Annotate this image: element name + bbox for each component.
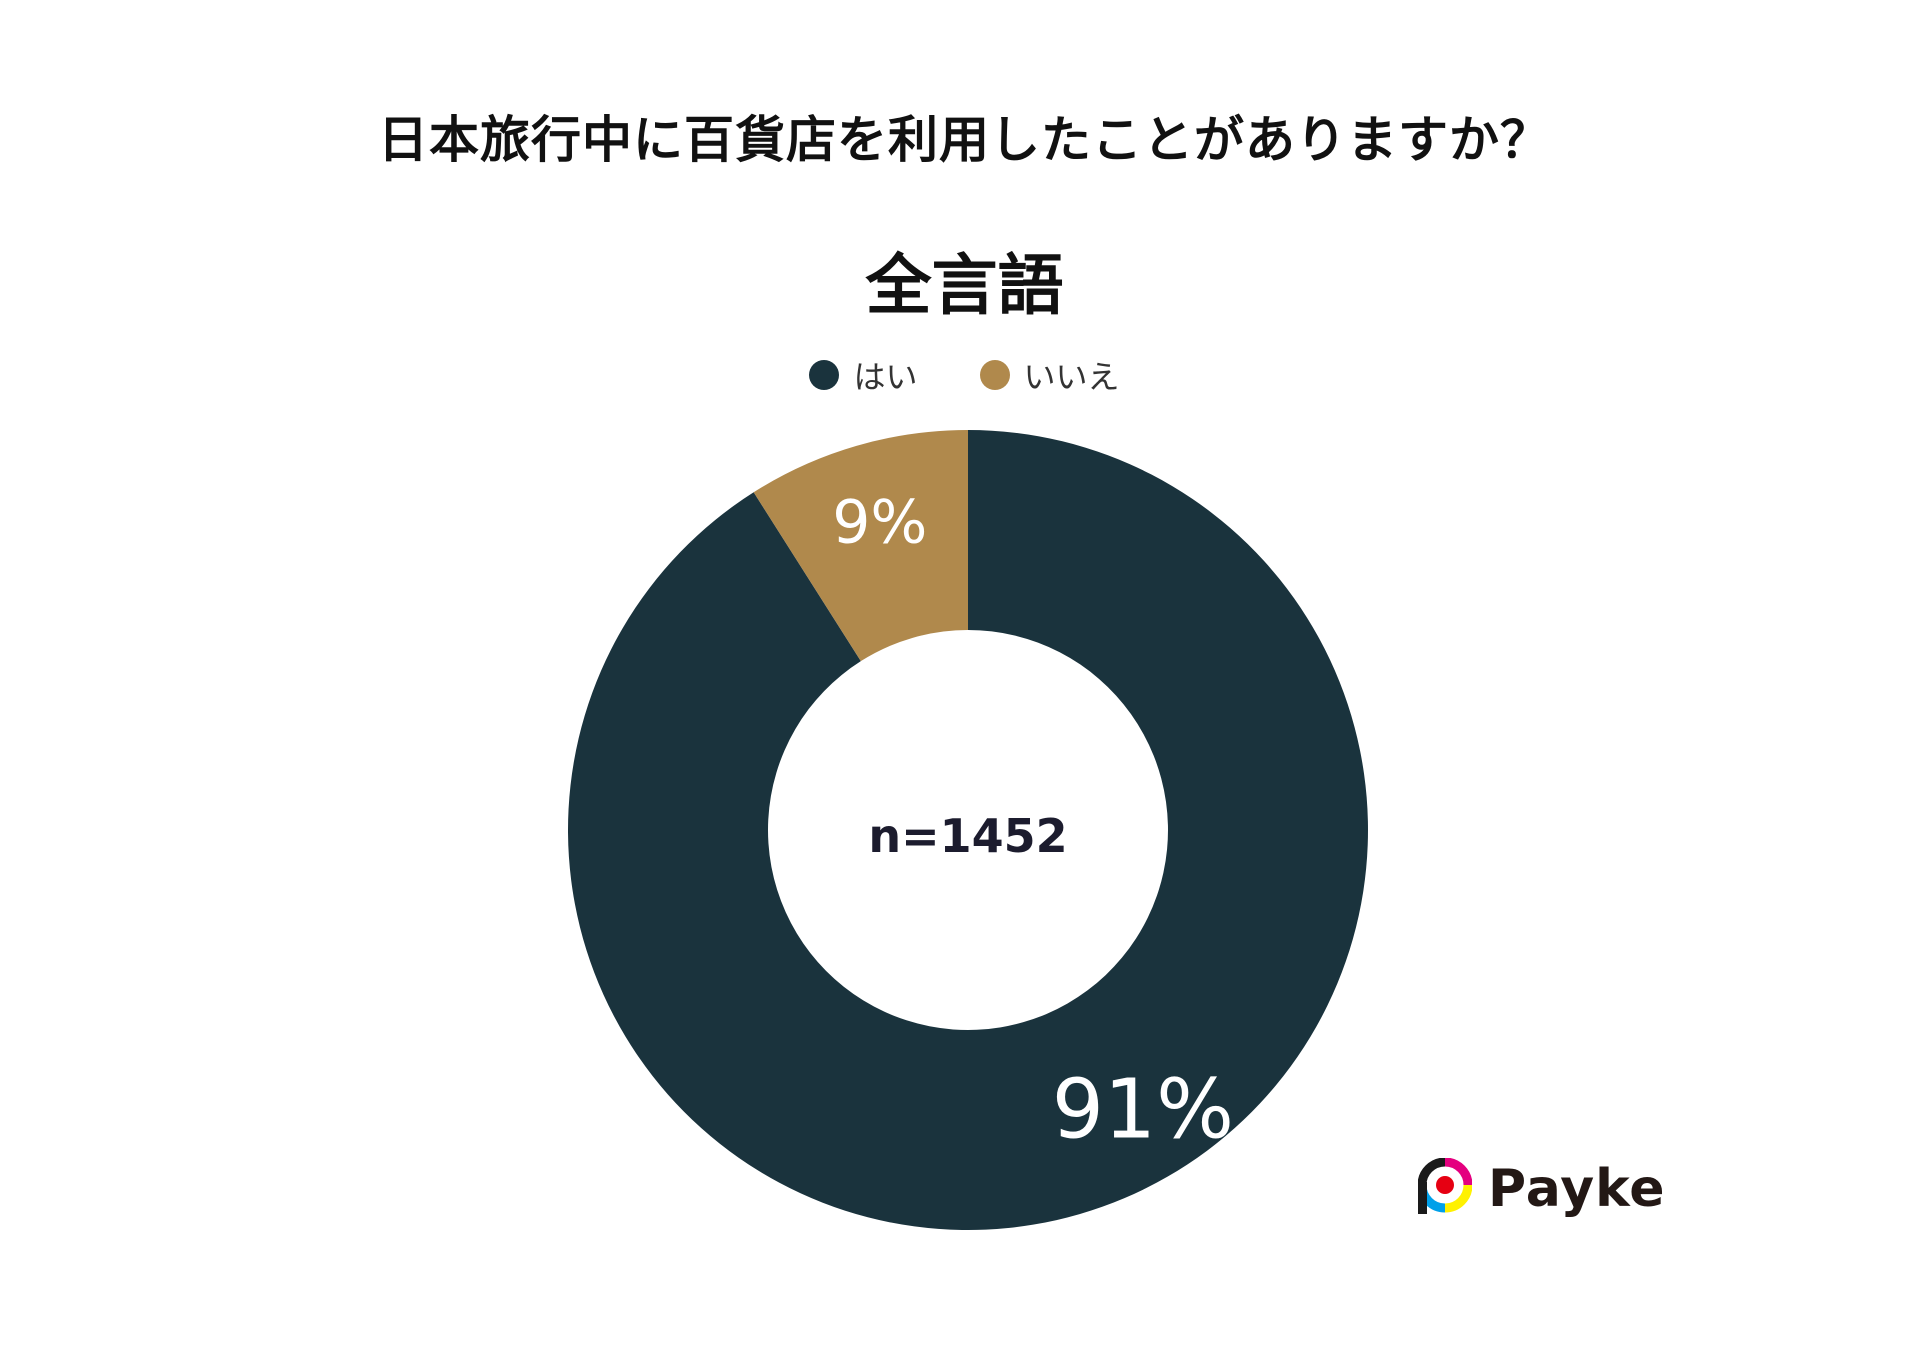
legend-item-yes: はい: [809, 352, 918, 398]
legend-swatch-no: [979, 360, 1010, 390]
center-sample-size-label: n=1452: [868, 809, 1067, 863]
slice-label-no: 9%: [832, 487, 927, 557]
legend: はい いいえ: [0, 352, 1929, 398]
payke-logo-text: Payke: [1488, 1159, 1666, 1219]
slice-yes: [568, 430, 1368, 1230]
legend-label-yes: はい: [853, 358, 918, 396]
chart-subtitle: 全言語: [865, 247, 1064, 324]
legend-swatch-yes: [809, 360, 840, 390]
payke-logo-icon: [1418, 1158, 1472, 1214]
slice-label-yes: 91%: [1052, 1062, 1234, 1157]
slice-no: [753, 430, 968, 662]
payke-logo: Payke: [1418, 1158, 1666, 1220]
legend-label-no: いいえ: [1023, 358, 1120, 396]
legend-item-no: いいえ: [979, 352, 1120, 398]
chart-title: 日本旅行中に百貨店を利用したことがありますか？: [378, 111, 1551, 169]
